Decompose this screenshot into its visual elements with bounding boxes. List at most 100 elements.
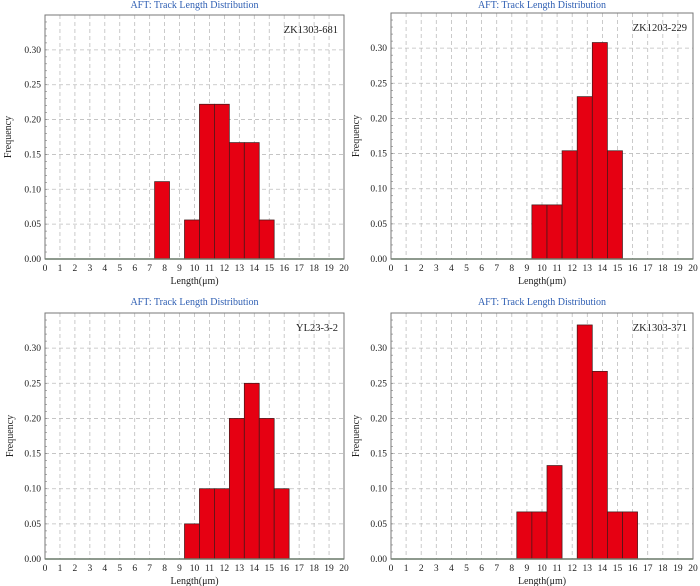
y-tick-label: 0.00 [370,555,387,565]
x-tick-label: 5 [117,564,122,574]
x-tick-label: 17 [294,564,304,574]
y-tick-label: 0.15 [370,150,387,160]
x-tick-label: 15 [265,264,275,274]
x-tick-label: 16 [628,564,638,574]
histogram-bar [531,204,548,260]
histogram-bar [576,324,593,560]
x-tick-label: 0 [389,564,394,574]
x-tick-label: 8 [162,564,167,574]
y-tick-label: 0.00 [24,555,41,565]
x-tick-label: 3 [87,564,92,574]
chart-title: AFT: Track Length Distribution [478,0,606,11]
y-tick-label: 0.20 [370,114,387,124]
histogram-bar [591,370,608,560]
y-tick-label: 0.30 [24,46,41,56]
chart-title: AFT: Track Length Distribution [130,297,258,308]
x-tick-label: 4 [102,564,107,574]
x-tick-label: 11 [553,264,562,274]
x-tick-label: 3 [87,264,92,274]
x-tick-label: 16 [279,564,289,574]
y-tick-label: 0.05 [370,520,387,530]
x-tick-label: 19 [673,564,683,574]
histogram-bar [607,511,623,560]
x-tick-label: 7 [494,564,499,574]
y-tick-label: 0.15 [24,150,41,160]
x-tick-label: 1 [58,564,63,574]
histogram-bar [228,142,245,260]
x-tick-label: 13 [235,564,245,574]
chart-title: AFT: Track Length Distribution [478,297,606,308]
histogram-bar [154,181,170,260]
y-tick-label: 0.30 [370,344,387,354]
histogram-bar [273,488,290,560]
y-tick-label: 0.10 [24,185,41,195]
x-tick-label: 14 [598,564,608,574]
x-tick-label: 19 [673,264,683,274]
y-tick-label: 0.05 [24,520,41,530]
x-tick-label: 10 [190,564,200,574]
y-tick-label: 0.15 [370,450,387,460]
x-tick-label: 19 [324,564,334,574]
x-tick-label: 18 [309,564,319,574]
x-tick-label: 15 [613,264,623,274]
x-tick-label: 1 [404,264,409,274]
x-tick-label: 7 [147,564,152,574]
y-tick-label: 0.00 [370,255,387,265]
histogram-bar [546,204,563,260]
x-tick-label: 14 [598,264,608,274]
histogram-bar [214,103,230,260]
y-tick-label: 0.00 [24,255,41,265]
x-tick-label: 2 [419,564,424,574]
y-tick-label: 0.20 [24,116,41,126]
x-tick-label: 12 [220,564,230,574]
sample-label: YL23-3-2 [296,323,338,334]
y-axis-label: Frequency [3,116,14,158]
y-tick-label: 0.05 [24,220,41,230]
chart-title: AFT: Track Length Distribution [130,0,258,11]
x-tick-label: 11 [205,564,214,574]
histogram-bar [214,488,230,560]
histogram-bar [199,103,215,260]
histogram-bar [243,382,260,560]
y-tick-label: 0.10 [24,485,41,495]
histogram-bar [622,511,638,560]
x-tick-label: 12 [567,264,577,274]
y-tick-label: 0.10 [370,185,387,195]
x-tick-label: 1 [404,564,409,574]
x-tick-label: 20 [339,564,349,574]
x-tick-label: 8 [509,564,514,574]
x-tick-label: 5 [464,264,469,274]
x-tick-label: 16 [628,264,638,274]
x-tick-label: 16 [279,264,289,274]
x-tick-label: 17 [643,564,653,574]
y-tick-label: 0.10 [370,485,387,495]
y-tick-label: 0.25 [24,379,41,389]
x-tick-label: 9 [177,264,182,274]
y-tick-label: 0.15 [24,450,41,460]
plot-frame [390,312,694,560]
x-tick-label: 2 [73,564,78,574]
x-tick-label: 5 [464,564,469,574]
x-tick-label: 0 [389,264,394,274]
y-tick-label: 0.20 [370,414,387,424]
x-tick-label: 6 [479,264,484,274]
sample-label: ZK1203-229 [633,23,687,34]
x-tick-label: 10 [537,564,547,574]
histogram-bar [184,523,200,560]
histogram-bar [531,511,548,560]
x-tick-label: 10 [537,264,547,274]
x-tick-label: 3 [434,264,439,274]
x-tick-label: 7 [494,264,499,274]
x-tick-label: 12 [567,564,577,574]
x-tick-label: 14 [250,264,260,274]
x-tick-label: 9 [525,564,530,574]
x-tick-label: 0 [43,264,48,274]
y-tick-label: 0.05 [370,220,387,230]
x-tick-label: 20 [688,564,698,574]
histogram-bar [243,142,260,260]
x-tick-label: 8 [162,264,167,274]
sample-label: ZK1303-371 [633,323,687,334]
x-tick-label: 20 [339,264,349,274]
